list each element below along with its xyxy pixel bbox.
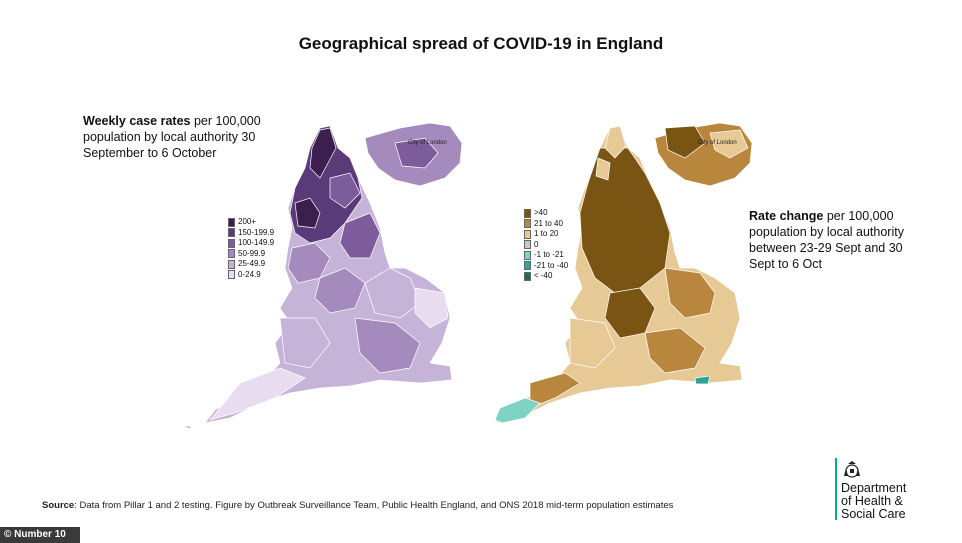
rate-change-legend-label: -21 to -40 xyxy=(534,260,569,270)
rate-change-legend-label: 21 to 40 xyxy=(534,218,563,228)
case-rate-legend-label: 100-149.9 xyxy=(238,238,275,248)
england-outline-right xyxy=(494,125,743,424)
case-rate-legend-swatch xyxy=(228,270,235,280)
rate-change-legend-swatch xyxy=(524,250,531,260)
rate-change-legend-swatch xyxy=(524,229,531,239)
case-rate-legend-swatch xyxy=(228,249,235,259)
rate-change-legend-item: 1 to 20 xyxy=(524,229,568,240)
image-credit: © Number 10 xyxy=(0,527,80,543)
case-rate-legend-label: 50-99.9 xyxy=(238,248,266,258)
rate-change-legend-swatch xyxy=(524,219,531,229)
rate-change-legend-item: 21 to 40 xyxy=(524,219,568,230)
rate-change-legend-label: >40 xyxy=(534,208,548,218)
case-rate-legend: 200+ 150-199.9 100-149.9 50-99.9 25-49.9 0-24… xyxy=(228,217,274,280)
svg-text:~: ~ xyxy=(186,423,191,432)
rate-change-legend: >40 21 to 40 1 to 20 0 -1 to -21 -21 to -40 < … xyxy=(524,208,568,282)
case-rate-legend-label: 25-49.9 xyxy=(238,259,266,269)
royal-crest-icon xyxy=(844,461,860,478)
case-rate-legend-item: 0-24.9 xyxy=(228,270,274,281)
rate-change-legend-label: < -40 xyxy=(534,271,553,281)
left-map-description: Weekly case rates per 100,000 population… xyxy=(83,113,283,161)
rate-change-legend-item: -1 to -21 xyxy=(524,250,568,261)
right-description-rest: per 100,000 population by local authorit… xyxy=(749,209,904,271)
london-inset-right: City of London xyxy=(654,122,753,187)
rate-change-legend-item: >40 xyxy=(524,208,568,219)
right-map-description: Rate change per 100,000 population by lo… xyxy=(749,208,909,272)
case-rate-legend-item: 150-199.9 xyxy=(228,228,274,239)
case-rate-legend-swatch xyxy=(228,228,235,238)
case-rate-legend-item: 100-149.9 xyxy=(228,238,274,249)
rate-change-legend-label: 1 to 20 xyxy=(534,229,559,239)
case-rate-legend-item: 50-99.9 xyxy=(228,249,274,260)
rate-change-legend-item: < -40 xyxy=(524,271,568,282)
rate-change-legend-item: 0 xyxy=(524,240,568,251)
page-title: Geographical spread of COVID-19 in Engla… xyxy=(298,34,664,53)
case-rate-legend-label: 0-24.9 xyxy=(238,269,261,279)
left-description-rest: per 100,000 population by local authorit… xyxy=(83,114,261,160)
left-inset-label: City of London xyxy=(408,140,447,146)
case-rate-map: City of London ~ xyxy=(186,122,463,432)
case-rate-legend-label: 200+ xyxy=(238,217,257,227)
case-rate-legend-label: 150-199.9 xyxy=(238,227,275,237)
source-label: Source xyxy=(42,500,75,511)
right-inset-label: City of London xyxy=(698,140,737,146)
case-rate-legend-swatch xyxy=(228,238,235,248)
rate-change-legend-label: -1 to -21 xyxy=(534,250,564,260)
case-rate-legend-swatch xyxy=(228,259,235,269)
rate-change-legend-swatch xyxy=(524,208,531,218)
case-rate-legend-item: 25-49.9 xyxy=(228,259,274,270)
london-inset-left: City of London xyxy=(364,122,463,187)
department-name: Department of Health & Social Care xyxy=(841,481,907,521)
case-rate-legend-swatch xyxy=(228,217,235,227)
rate-change-legend-swatch xyxy=(524,240,531,250)
england-outline-left xyxy=(204,125,453,424)
rate-change-legend-swatch xyxy=(524,261,531,271)
source-note: Source: Data from Pillar 1 and 2 testing… xyxy=(42,500,673,511)
right-description-bold: Rate change xyxy=(749,209,824,223)
rate-change-legend-swatch xyxy=(524,271,531,281)
rate-change-map: City of London ~ xyxy=(494,122,753,424)
rate-change-legend-label: 0 xyxy=(534,239,539,249)
rate-change-legend-item: -21 to -40 xyxy=(524,261,568,272)
left-description-bold: Weekly case rates xyxy=(83,114,191,128)
source-text: : Data from Pillar 1 and 2 testing. Figu… xyxy=(74,500,674,511)
case-rate-legend-item: 200+ xyxy=(228,217,274,228)
department-accent-bar xyxy=(835,458,837,520)
